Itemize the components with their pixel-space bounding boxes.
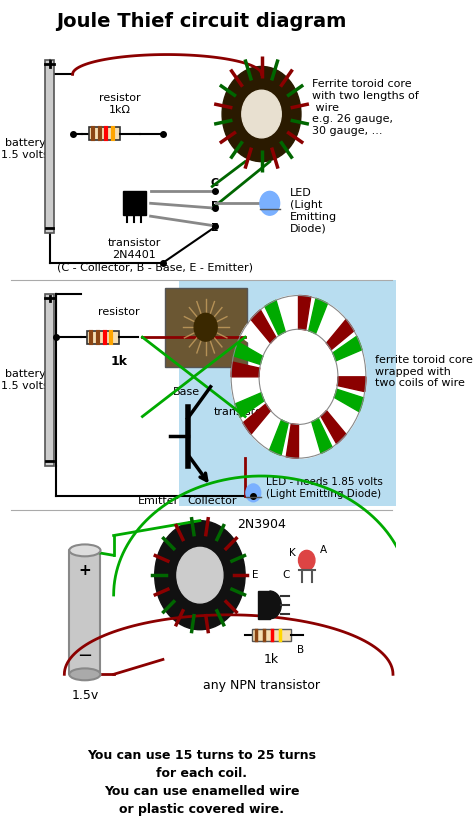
Text: resistor: resistor [98, 307, 139, 317]
Bar [123, 191, 146, 216]
Wedge shape [299, 296, 311, 330]
Wedge shape [337, 356, 365, 373]
Text: +: + [79, 563, 91, 578]
Wedge shape [235, 392, 264, 417]
Wedge shape [321, 411, 346, 444]
Circle shape [194, 313, 217, 342]
Bar [89, 127, 120, 140]
Text: C: C [210, 178, 219, 188]
Text: ferrite toroid core
wrapped with
two coils of wire: ferrite toroid core wrapped with two coi… [375, 356, 473, 388]
Text: Base: Base [173, 387, 200, 397]
Wedge shape [231, 381, 260, 398]
Text: 2N3904: 2N3904 [237, 517, 286, 531]
Text: E: E [252, 570, 258, 580]
Text: 1k: 1k [110, 355, 127, 368]
Bar [69, 551, 100, 675]
Wedge shape [328, 401, 357, 430]
Text: B: B [297, 645, 304, 655]
Circle shape [246, 484, 261, 501]
Text: A: A [320, 546, 328, 556]
Text: resistor
1kΩ: resistor 1kΩ [100, 93, 141, 115]
Text: transistor: transistor [214, 407, 267, 416]
Text: K: K [289, 548, 296, 558]
Text: Ferrite toroid core
with two lengths of
 wire
e.g. 26 gauge,
30 gauge, ...: Ferrite toroid core with two lengths of … [312, 79, 419, 136]
Circle shape [299, 551, 315, 571]
Text: transistor
2N4401: transistor 2N4401 [108, 238, 161, 260]
Circle shape [242, 90, 281, 137]
Text: C: C [283, 570, 290, 580]
Wedge shape [309, 298, 328, 334]
Wedge shape [265, 300, 285, 336]
Text: any NPN transistor: any NPN transistor [203, 679, 320, 692]
Wedge shape [318, 307, 342, 341]
Ellipse shape [69, 545, 100, 556]
Wedge shape [334, 389, 364, 412]
Wedge shape [240, 324, 268, 353]
Text: E: E [211, 223, 219, 233]
Wedge shape [312, 418, 332, 453]
Wedge shape [333, 337, 362, 361]
Circle shape [155, 521, 245, 630]
Bar [179, 280, 396, 506]
Text: Collector: Collector [188, 496, 237, 506]
Wedge shape [243, 404, 271, 434]
Bar [252, 629, 291, 641]
Text: LED - needs 1.85 volts
(Light Emitting Diode): LED - needs 1.85 volts (Light Emitting D… [265, 477, 383, 499]
Circle shape [177, 547, 223, 603]
Circle shape [231, 296, 366, 458]
Bar [46, 293, 54, 466]
Wedge shape [270, 420, 288, 456]
Text: 1.5v: 1.5v [71, 689, 99, 702]
Ellipse shape [69, 668, 100, 681]
Bar [164, 287, 247, 367]
Wedge shape [286, 424, 299, 458]
Text: B: B [210, 202, 219, 212]
Circle shape [222, 67, 301, 162]
Text: battery
1.5 volts: battery 1.5 volts [1, 369, 49, 391]
Wedge shape [231, 362, 260, 377]
Text: battery
1.5 volts: battery 1.5 volts [1, 138, 49, 160]
Text: You can use 15 turns to 25 turns
for each coil.
You can use enamelled wire
or pl: You can use 15 turns to 25 turns for eac… [87, 749, 316, 816]
Text: 1k: 1k [264, 652, 279, 666]
Bar [46, 59, 54, 233]
Wedge shape [233, 342, 263, 365]
Wedge shape [337, 377, 366, 392]
Wedge shape [255, 413, 279, 447]
Wedge shape [301, 423, 316, 458]
Text: (C - Collector, B - Base, E - Emitter): (C - Collector, B - Base, E - Emitter) [57, 262, 253, 272]
Wedge shape [251, 310, 276, 343]
Text: −: − [77, 647, 92, 666]
Wedge shape [270, 591, 281, 619]
Wedge shape [327, 319, 354, 350]
Circle shape [260, 192, 280, 215]
Text: LED
(Light
Emitting
Diode): LED (Light Emitting Diode) [290, 188, 337, 233]
Bar [258, 591, 270, 619]
Bar [87, 331, 118, 344]
Wedge shape [281, 296, 295, 331]
Text: Emitter: Emitter [138, 496, 180, 506]
Text: Joule Thief circuit diagram: Joule Thief circuit diagram [56, 12, 347, 32]
